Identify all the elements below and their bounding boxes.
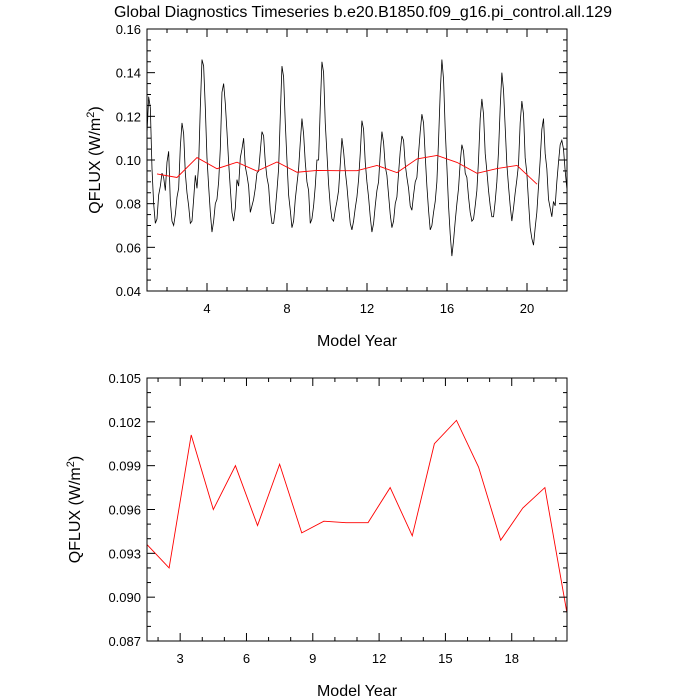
annual-series-line [156,154,538,185]
y-tick-label: 0.10 [116,153,141,168]
x-tick-label: 20 [520,301,534,316]
x-tick-label: 8 [283,301,290,316]
x-tick-label: 15 [438,651,452,666]
y-tick-label: 0.04 [116,284,141,299]
figure-title: Global Diagnostics Timeseries b.e20.B185… [114,4,612,21]
y-tick-label: 0.08 [116,197,141,212]
y-tick-label: 0.16 [116,22,141,37]
x-tick-label: 12 [372,651,386,666]
y-tick-label: 0.06 [116,240,141,255]
x-tick-label: 16 [440,301,454,316]
x-tick-label: 12 [360,301,374,316]
y-tick-label: 0.090 [108,590,141,605]
bottom-annual-plot: 3 6 9 12 15 18 0.087 0.090 0.093 0.096 0.099 0.102 0… [65,371,568,700]
y-tick-label: 0.087 [108,634,141,649]
y-tick-label: 0.096 [108,503,141,518]
y-tick-label: 0.105 [108,371,141,386]
y-tick-label: 0.14 [116,66,141,81]
x-tick-label: 18 [505,651,519,666]
y-axis-label: QFLUX (W/m2) [85,106,104,213]
x-tick-label: 6 [243,651,250,666]
x-axis-label: Model Year [317,683,398,700]
plot-frame [146,377,568,642]
x-tick-label: 9 [309,651,316,666]
y-axis-label: QFLUX (W/m2) [65,456,84,563]
y-tick-label: 0.093 [108,546,141,561]
y-tick-label: 0.12 [116,109,141,124]
monthly-series-line [147,59,567,257]
x-tick-label: 3 [177,651,184,666]
y-tick-label: 0.099 [108,459,141,474]
top-timeseries-plot: 4 8 12 16 20 0.04 0.06 0.08 0.10 0.12 0.14 0.16 Mode… [85,22,568,350]
plot-frame [146,28,568,292]
y-tick-label: 0.102 [108,415,141,430]
x-tick-label: 4 [203,301,210,316]
x-axis-label: Model Year [317,333,398,350]
annual-series-line [147,419,567,614]
